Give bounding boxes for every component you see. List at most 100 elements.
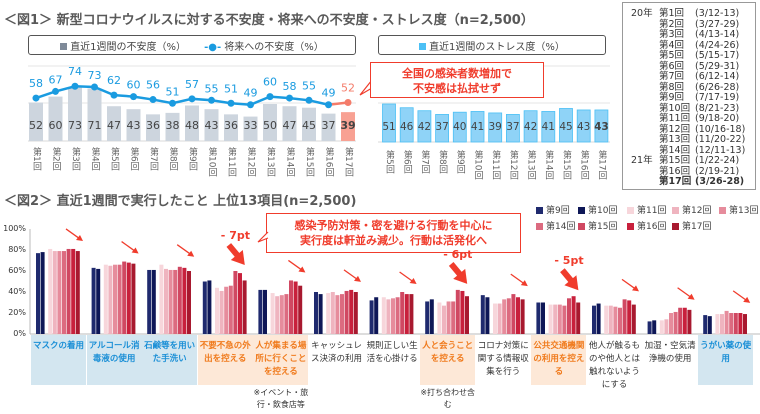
bar-value-label: 41 bbox=[542, 121, 555, 133]
trend-arrow bbox=[121, 241, 136, 253]
line-value-label: 51 bbox=[224, 82, 238, 95]
category-label: 人が集まる場所に行くことを控える bbox=[253, 335, 309, 385]
action-bar bbox=[326, 293, 331, 334]
action-bar bbox=[743, 314, 747, 334]
action-bar bbox=[715, 314, 720, 334]
y-tick-label: 100% bbox=[3, 224, 26, 233]
drop-annotation: - 7pt bbox=[220, 229, 250, 242]
bar-value-label: 51 bbox=[382, 121, 395, 133]
bar-value-label: 37 bbox=[435, 121, 448, 133]
drop-annotation: - 5pt bbox=[554, 254, 584, 268]
action-bar bbox=[613, 306, 618, 334]
action-bar bbox=[122, 261, 127, 334]
trend-arrow-head bbox=[131, 247, 139, 254]
action-bar bbox=[40, 252, 45, 334]
action-bar bbox=[66, 248, 71, 334]
schedule-round: 第14回 bbox=[659, 144, 691, 156]
square-icon bbox=[536, 207, 543, 214]
action-bar bbox=[349, 289, 354, 334]
action-bar bbox=[571, 296, 576, 334]
action-bar bbox=[173, 269, 178, 334]
trend-arrow-head bbox=[520, 280, 528, 287]
schedule-row: 第4回 (4/24-26) bbox=[631, 39, 747, 52]
schedule-round: 第13回 bbox=[659, 134, 691, 145]
legend-stress-label: 直近1週間のストレス度（%） bbox=[429, 41, 565, 53]
future-anxiety-point bbox=[305, 96, 313, 104]
action-bar bbox=[164, 268, 168, 334]
schedule-row: 第10回 (8/21-23) bbox=[631, 103, 747, 115]
legend-future-label: 将来への不安度（%） bbox=[224, 41, 324, 53]
line-value-label: 58 bbox=[283, 80, 297, 93]
category-label: アルコール消毒液の使用 bbox=[86, 335, 142, 385]
trend-arrow-head bbox=[354, 275, 361, 282]
action-bar bbox=[108, 265, 113, 334]
y-tick-label: 80% bbox=[8, 245, 26, 254]
action-bar bbox=[177, 266, 182, 334]
trend-arrow bbox=[510, 273, 526, 285]
callout-line: 感染予防対策・密を避ける行動を中心に bbox=[294, 219, 493, 232]
trend-arrow bbox=[621, 278, 637, 290]
square-icon bbox=[627, 223, 634, 230]
action-bar bbox=[557, 304, 562, 334]
callout-line: 実行度は軒並み減少。行動は活発化へ bbox=[300, 234, 487, 247]
action-bar bbox=[465, 296, 469, 334]
legend-item: 第11回 bbox=[627, 203, 666, 216]
action-bar bbox=[536, 302, 541, 334]
action-bar bbox=[353, 292, 358, 334]
action-bar bbox=[520, 299, 525, 334]
legend-item: 第17回 bbox=[672, 219, 711, 232]
schedule-row: 第5回 (5/15-17) bbox=[631, 50, 747, 62]
action-bar bbox=[437, 302, 442, 334]
action-bar bbox=[720, 314, 724, 334]
schedule-dates: (5/29-31) bbox=[695, 60, 740, 72]
square-icon bbox=[578, 223, 585, 230]
bar-value-label: 71 bbox=[88, 119, 102, 132]
future-anxiety-point bbox=[266, 93, 274, 101]
line-value-label: 57 bbox=[185, 78, 199, 91]
action-bar bbox=[263, 289, 267, 334]
x-tick-label: 第17回 bbox=[596, 150, 607, 180]
action-bar bbox=[293, 281, 298, 334]
schedule-round: 第4回 bbox=[659, 39, 685, 51]
schedule-dates: (4/13-14) bbox=[695, 29, 740, 40]
legend-label: 第10回 bbox=[588, 206, 618, 216]
bar-value-label: 36 bbox=[224, 119, 238, 132]
bar-value-label: 47 bbox=[107, 119, 121, 132]
action-bar bbox=[733, 313, 738, 334]
big-trend-arrow-head bbox=[564, 275, 579, 291]
y-tick-label: 60% bbox=[8, 266, 26, 275]
future-anxiety-point bbox=[227, 99, 235, 107]
square-icon bbox=[719, 207, 726, 214]
action-bar bbox=[381, 297, 386, 334]
action-bar bbox=[202, 281, 207, 334]
action-bar bbox=[502, 299, 507, 334]
stress-bar bbox=[435, 114, 450, 143]
schedule-round: 第8回 bbox=[659, 81, 685, 93]
trend-arrow-head bbox=[76, 234, 83, 241]
anxiety-bar bbox=[165, 112, 180, 141]
action-bar bbox=[669, 313, 673, 334]
action-bar bbox=[652, 320, 657, 334]
action-bar bbox=[485, 297, 490, 334]
action-bar bbox=[182, 267, 187, 334]
schedule-year bbox=[631, 83, 659, 94]
action-bar bbox=[52, 251, 57, 334]
bar-value-label: 37 bbox=[322, 119, 336, 132]
trend-arrow bbox=[677, 287, 692, 299]
stress-bar bbox=[523, 110, 538, 143]
square-icon bbox=[627, 207, 634, 214]
callout-pointer bbox=[359, 79, 373, 96]
legend-item: 第15回 bbox=[578, 219, 617, 232]
future-anxiety-point bbox=[344, 99, 352, 107]
x-tick-label: 第1回 bbox=[31, 147, 41, 171]
action-bar bbox=[284, 294, 289, 334]
schedule-round: 第5回 bbox=[659, 50, 685, 61]
action-bar bbox=[103, 264, 108, 334]
x-tick-label: 第12回 bbox=[507, 150, 518, 180]
trend-arrow bbox=[732, 290, 748, 302]
trend-arrow bbox=[288, 259, 303, 271]
action-bar bbox=[678, 307, 683, 334]
schedule-dates: (3/26-28) bbox=[695, 176, 745, 187]
line-value-label: 60 bbox=[127, 79, 141, 92]
action-bar bbox=[318, 294, 323, 334]
